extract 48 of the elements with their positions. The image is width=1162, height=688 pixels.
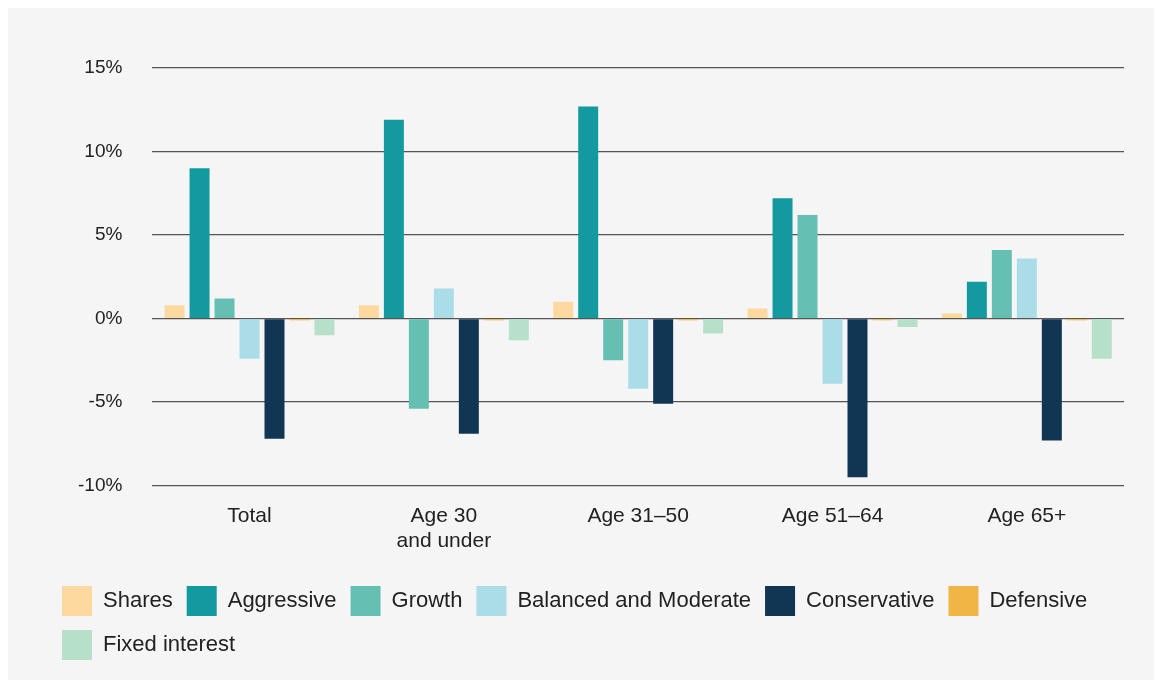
- y-tick-label: 15%: [84, 56, 123, 78]
- bar: [966, 281, 987, 318]
- bar: [747, 308, 768, 318]
- x-tick-label: Age 51–64: [781, 503, 884, 526]
- bar: [383, 119, 404, 318]
- legend-label: Growth: [391, 587, 463, 613]
- legend-label: Defensive: [989, 587, 1088, 613]
- x-tick-label: Age 65+: [987, 503, 1067, 526]
- bar: [847, 319, 868, 478]
- bar: [1016, 258, 1037, 318]
- bar: [408, 319, 429, 409]
- bar: [703, 319, 724, 334]
- bar: [189, 168, 210, 318]
- bar: [239, 319, 260, 359]
- bar: [214, 298, 235, 318]
- bar: [164, 305, 185, 318]
- bar: [433, 288, 454, 318]
- bar: [1041, 319, 1062, 441]
- bar: [553, 301, 574, 318]
- bar: [314, 319, 335, 336]
- legend-label: Balanced and Moderate: [517, 587, 752, 613]
- legend-label: Aggressive: [227, 587, 337, 613]
- y-tick-label: 5%: [94, 223, 123, 245]
- y-tick-label: -10%: [78, 473, 123, 495]
- bar: [578, 106, 599, 318]
- legend-label: Fixed interest: [103, 631, 236, 657]
- bar: [772, 198, 793, 318]
- bar: [797, 215, 818, 318]
- bar: [1091, 319, 1112, 359]
- bar: [458, 319, 479, 434]
- bar: [628, 319, 649, 389]
- x-tick-label: Age 30 and under: [396, 503, 492, 552]
- y-tick-label: -5%: [88, 390, 123, 412]
- bar: [508, 319, 529, 341]
- bar: [941, 313, 962, 318]
- legend-label: Shares: [103, 587, 173, 613]
- bar: [991, 250, 1012, 318]
- bar: [603, 319, 624, 361]
- legend-label: Conservative: [806, 587, 935, 613]
- y-tick-label: 0%: [94, 306, 123, 328]
- bar: [653, 319, 674, 404]
- bar: [897, 319, 918, 327]
- y-tick-label: 10%: [84, 139, 123, 161]
- x-tick-label: Total: [227, 503, 272, 526]
- bar: [358, 305, 379, 318]
- x-tick-label: Age 31–50: [587, 503, 689, 526]
- bar: [822, 319, 843, 384]
- bar: [264, 319, 285, 439]
